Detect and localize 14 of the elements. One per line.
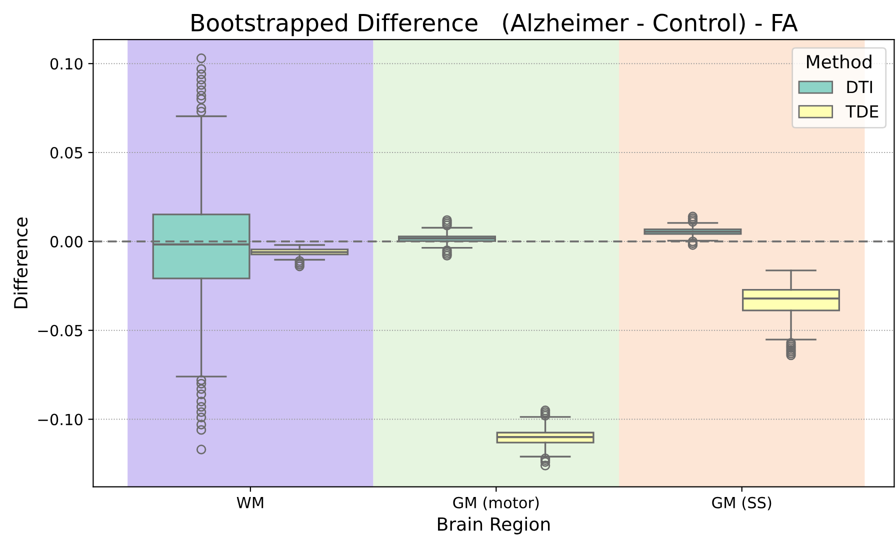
x-tick-label: GM (motor) bbox=[453, 496, 539, 510]
x-tick-label: WM bbox=[236, 497, 264, 508]
legend-label: TDE bbox=[846, 105, 878, 118]
x-axis-title: Brain Region bbox=[438, 516, 550, 534]
legend-label: DTI bbox=[847, 80, 872, 94]
y-tick-label: 0.10 bbox=[50, 58, 82, 70]
y-tick-label: 0.05 bbox=[50, 146, 82, 159]
chart-title: Bootstrapped Difference (Alzheimer - Control) - FA bbox=[192, 13, 798, 36]
y-tick-label: −0.05 bbox=[38, 324, 82, 336]
y-tick-label: −0.10 bbox=[38, 414, 82, 426]
y-axis-title: Difference bbox=[14, 218, 28, 308]
y-tick-label: 0.00 bbox=[50, 236, 82, 248]
legend-title: Method bbox=[807, 54, 872, 69]
x-tick-label: GM (SS) bbox=[712, 496, 772, 510]
